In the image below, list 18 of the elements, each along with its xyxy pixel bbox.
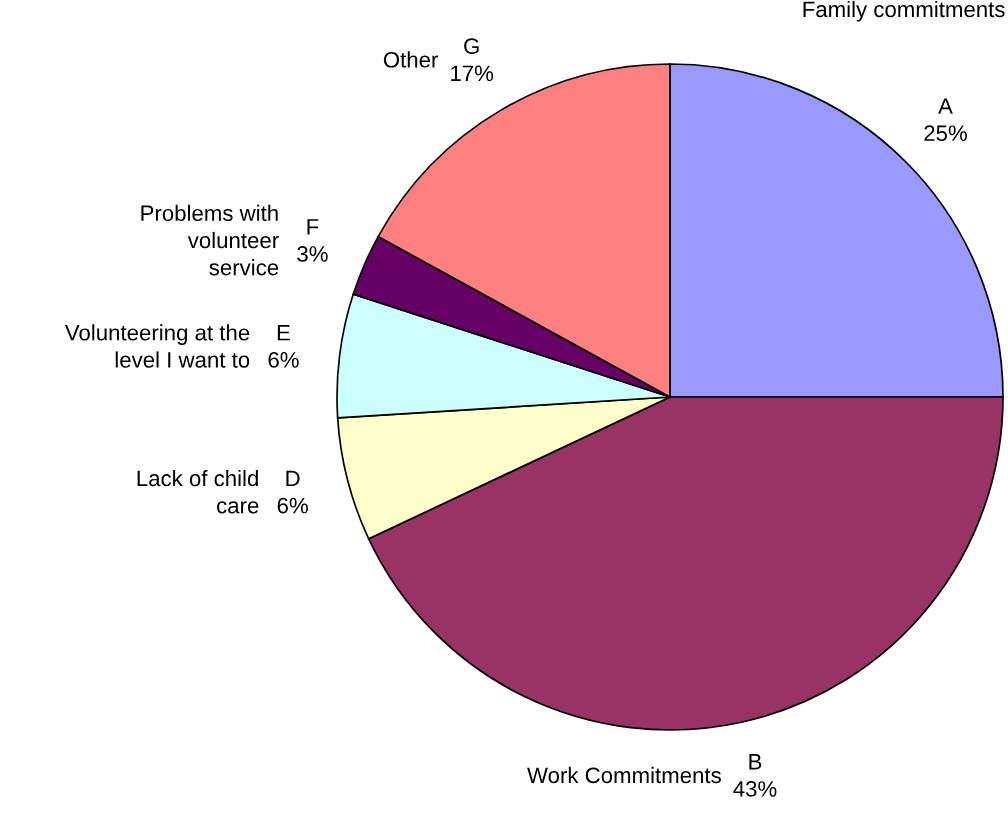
slice-label: A xyxy=(938,98,953,114)
slice-label: B xyxy=(749,754,762,770)
slice-label: D xyxy=(286,470,300,487)
data-label: 6% xyxy=(277,497,308,514)
text: Other xyxy=(383,51,439,68)
text: Lack of child care xyxy=(137,469,259,514)
text: Volunteering at the level I want to xyxy=(64,324,250,368)
data-label: 3% xyxy=(297,246,328,262)
data-label: 6% xyxy=(268,351,299,368)
text: Family commitments xyxy=(803,0,1005,22)
data-label: 43% xyxy=(733,781,777,797)
data-label: 25% xyxy=(924,125,967,142)
text: Problems with volunteer service xyxy=(141,204,279,276)
slice-label: E xyxy=(277,325,290,341)
slice-label: G xyxy=(464,38,479,55)
slice-label: F xyxy=(307,219,319,235)
data-label: 17% xyxy=(451,65,494,82)
text: Work Commitments xyxy=(527,766,721,784)
